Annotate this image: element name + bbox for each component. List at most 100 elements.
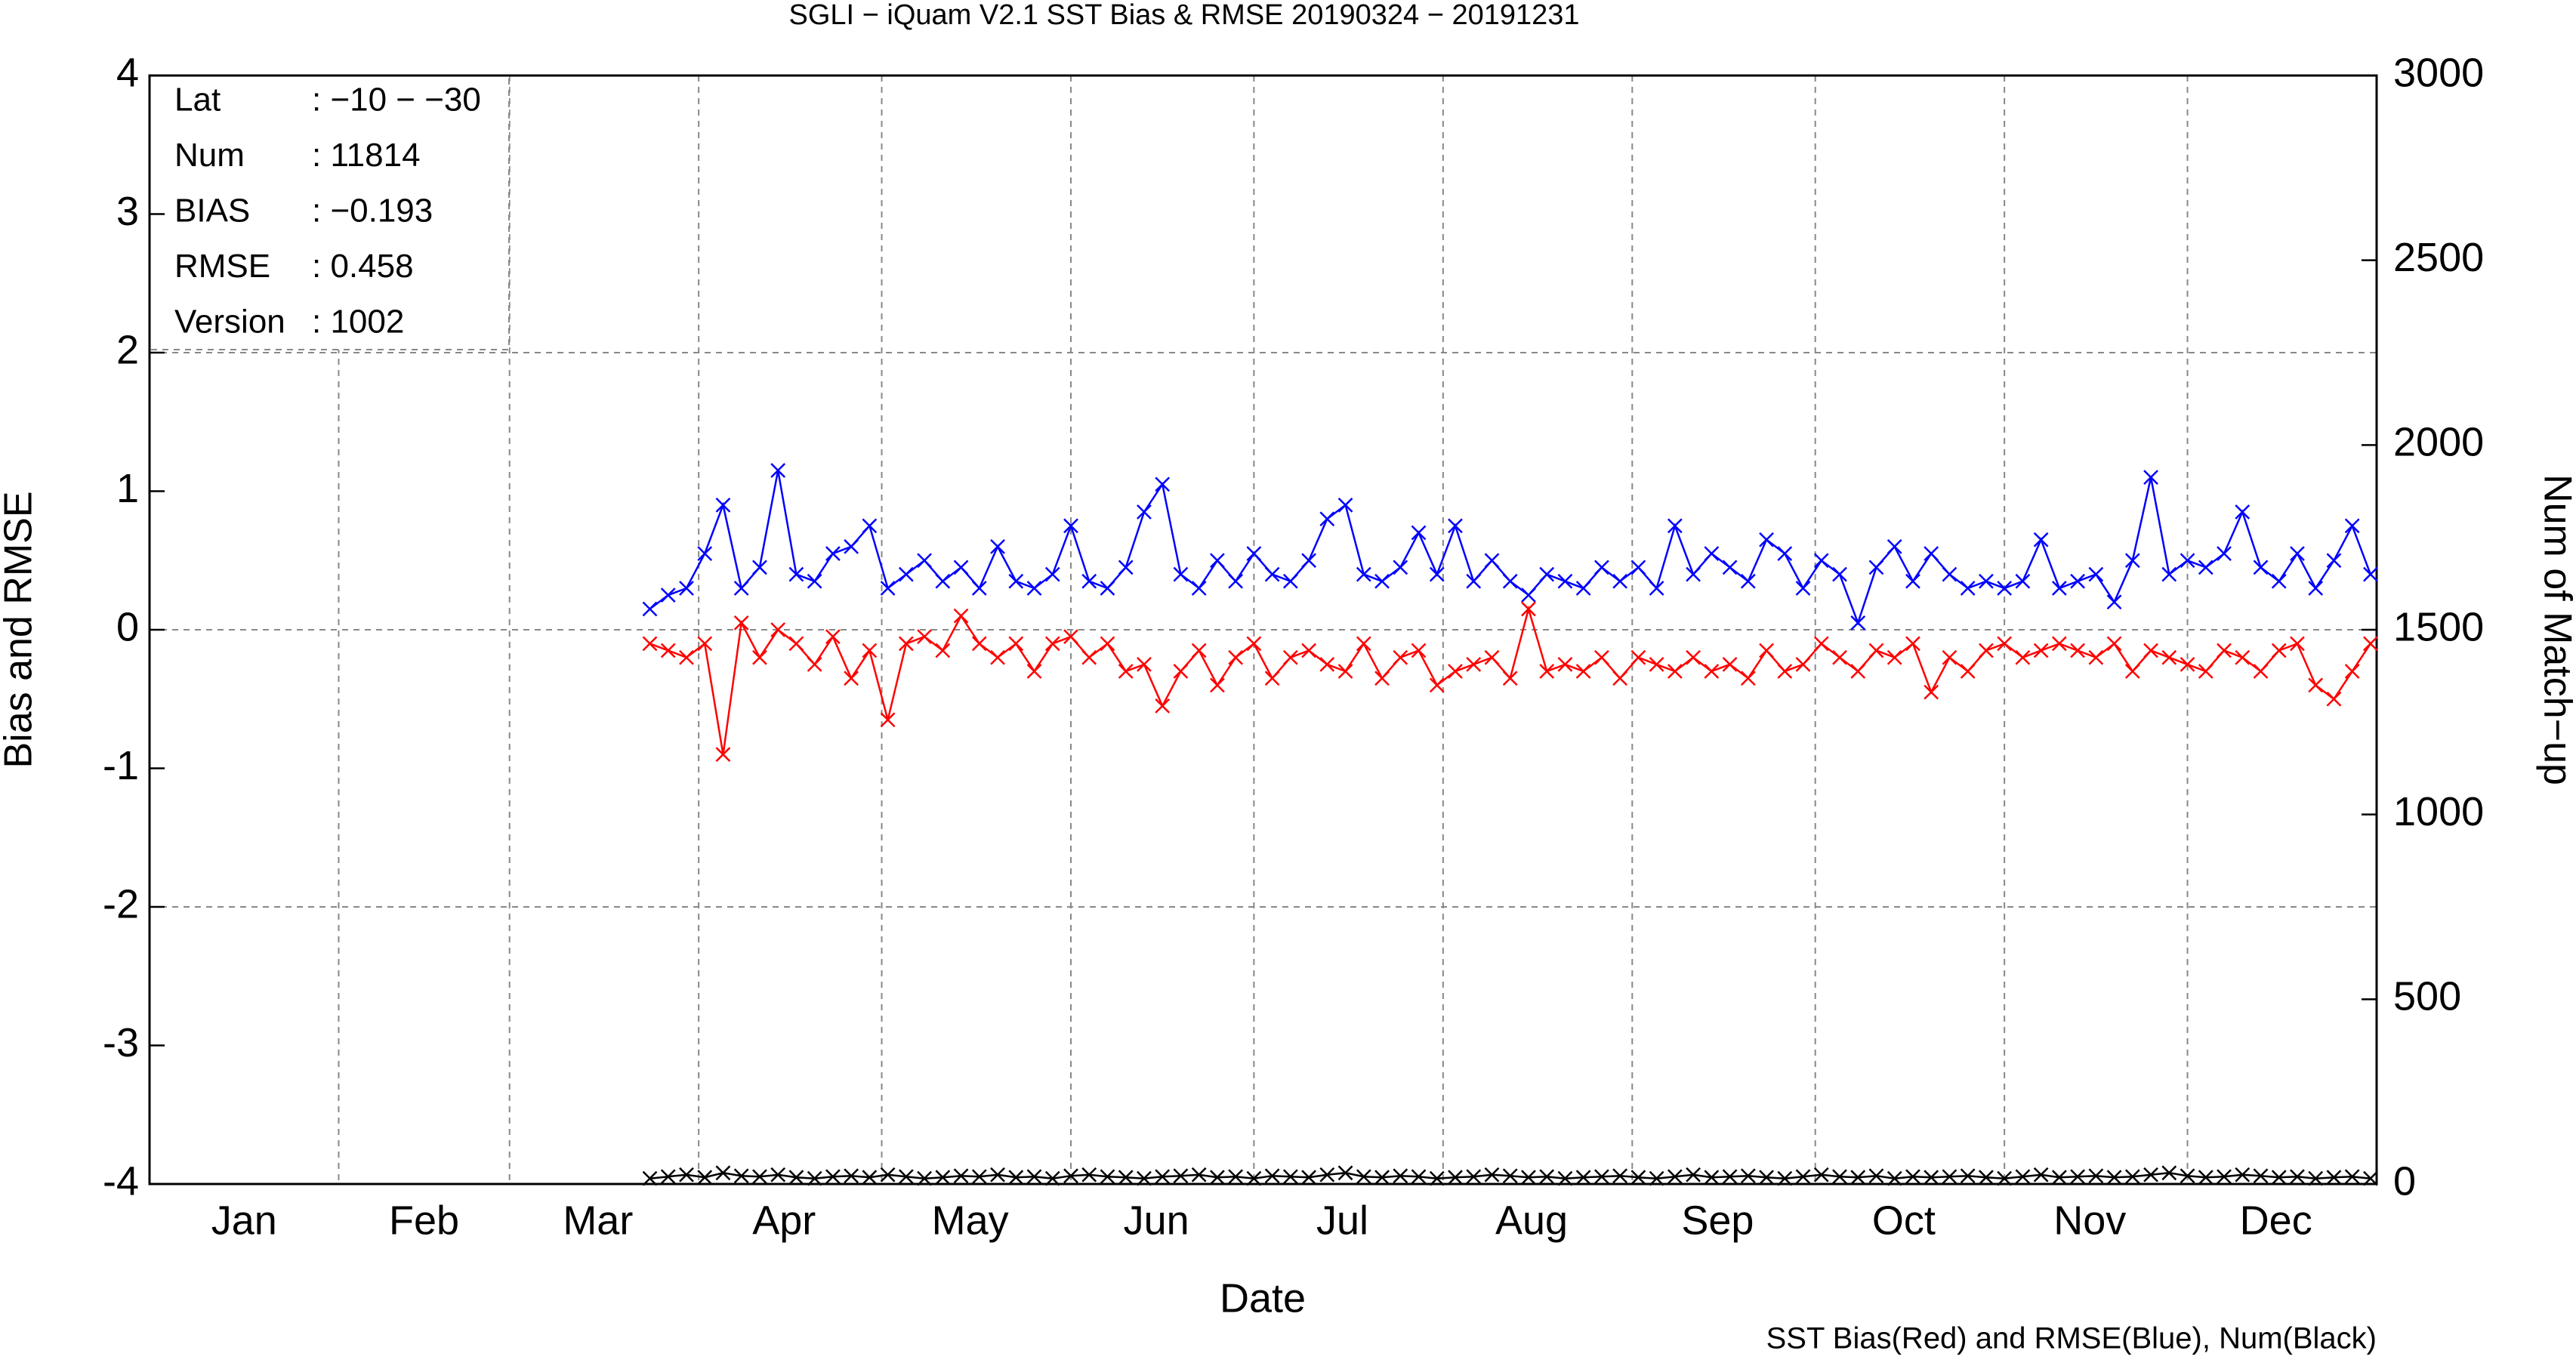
data-point	[844, 671, 859, 686]
data-point	[1118, 664, 1134, 679]
data-point	[1502, 671, 1518, 686]
data-point	[2363, 1170, 2378, 1186]
data-point	[1777, 546, 1793, 561]
data-point	[990, 539, 1005, 554]
data-point	[1557, 1170, 1573, 1186]
data-point	[1740, 671, 1756, 686]
data-point	[2235, 649, 2251, 665]
data-point	[697, 1170, 713, 1186]
data-point	[1026, 664, 1042, 679]
data-point	[1429, 677, 1445, 693]
data-point	[660, 1169, 676, 1185]
x-tick-label: Mar	[563, 1198, 633, 1243]
data-point	[1686, 1167, 1701, 1182]
data-point	[2033, 643, 2049, 658]
data-point	[1411, 525, 1427, 541]
data-point	[2308, 581, 2324, 596]
data-point	[1264, 1168, 1280, 1184]
data-point	[935, 573, 951, 589]
x-tick-label: Feb	[389, 1198, 459, 1243]
data-point	[1575, 1170, 1591, 1186]
data-point	[880, 581, 896, 596]
data-point	[1100, 636, 1115, 652]
data-point	[1356, 566, 1371, 582]
data-point	[1924, 1170, 1939, 1186]
x-tick-label: Apr	[752, 1198, 816, 1243]
data-point	[1868, 1168, 1884, 1184]
data-point	[1997, 1170, 2013, 1186]
data-point	[1411, 1169, 1427, 1185]
data-point	[1539, 566, 1555, 582]
data-point	[2124, 553, 2140, 569]
data-point	[770, 622, 786, 637]
data-point	[1393, 1168, 1408, 1184]
data-point	[1026, 1169, 1042, 1185]
data-point	[1704, 1170, 1720, 1186]
data-point	[1832, 566, 1847, 582]
data-point	[1868, 560, 1884, 575]
data-point	[1319, 656, 1335, 672]
data-point	[1704, 546, 1720, 561]
x-tick-label: Sep	[1681, 1198, 1754, 1243]
data-point	[1979, 643, 1994, 658]
data-point	[1813, 636, 1829, 652]
data-point	[971, 1169, 987, 1185]
data-point	[2271, 1170, 2287, 1186]
y-tick-label: -4	[103, 1158, 139, 1204]
data-point	[1832, 649, 1847, 665]
data-point	[825, 1169, 841, 1185]
data-point	[2015, 1169, 2031, 1185]
y2-tick-label: 2000	[2393, 420, 2484, 465]
annotation-box	[149, 75, 510, 350]
data-point	[1448, 664, 1463, 679]
data-point	[679, 1167, 694, 1182]
data-point	[1979, 1170, 1994, 1186]
data-point	[1063, 518, 1078, 534]
data-point	[953, 560, 969, 575]
data-point	[2271, 573, 2287, 589]
data-point	[1557, 656, 1573, 672]
x-tick-label: Jul	[1316, 1198, 1368, 1243]
data-point	[2143, 1167, 2158, 1182]
data-point	[2088, 566, 2104, 582]
data-point	[1137, 656, 1152, 672]
data-point	[2363, 636, 2378, 652]
data-point	[1905, 573, 1920, 589]
data-point	[898, 636, 914, 652]
data-point	[1191, 581, 1207, 596]
y-tick-label: -1	[103, 743, 139, 788]
data-point	[1979, 573, 1994, 589]
data-point	[1924, 684, 1939, 700]
data-point	[1612, 1168, 1628, 1184]
data-point	[2015, 573, 2031, 589]
data-point	[1924, 546, 1939, 561]
data-point	[1356, 636, 1371, 652]
data-point	[1759, 643, 1774, 658]
data-point	[1191, 1167, 1207, 1182]
series-0	[642, 463, 2378, 631]
annotation-label: Version	[174, 304, 285, 341]
y-tick-label: 1	[116, 466, 139, 511]
data-point	[715, 747, 731, 763]
x-tick-label: Dec	[2240, 1198, 2312, 1243]
data-point	[1594, 560, 1609, 575]
data-point	[1155, 1169, 1171, 1185]
data-point	[2088, 1168, 2104, 1184]
data-point	[752, 649, 767, 665]
data-point	[935, 1170, 951, 1186]
data-point	[1337, 497, 1353, 513]
data-point	[2180, 656, 2195, 672]
data-point	[2217, 1169, 2232, 1185]
data-point	[1630, 649, 1646, 665]
data-point	[715, 497, 731, 513]
data-point	[1704, 664, 1720, 679]
data-point	[862, 643, 878, 658]
x-tick-label: Jun	[1124, 1198, 1189, 1243]
data-point	[1667, 518, 1683, 534]
data-point	[1905, 636, 1920, 652]
x-axis-label: Date	[1220, 1275, 1306, 1321]
data-point	[788, 636, 804, 652]
data-point	[1649, 656, 1664, 672]
